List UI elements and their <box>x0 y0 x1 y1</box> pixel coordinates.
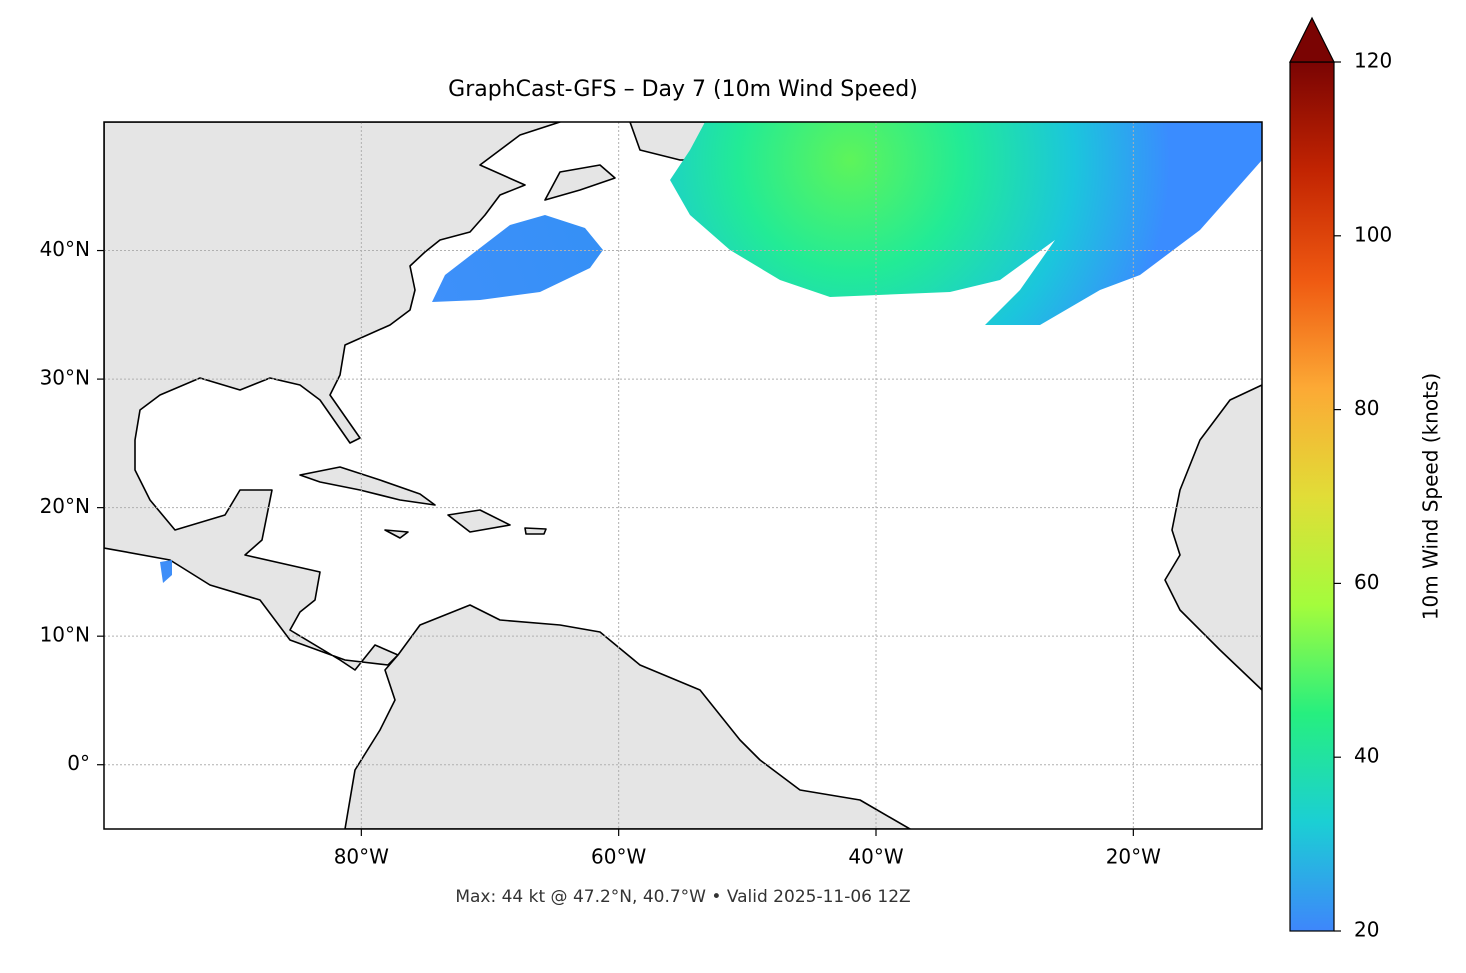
x-tick-label: 80°W <box>334 845 389 869</box>
x-tick-label: 60°W <box>591 845 646 869</box>
chart-title: GraphCast-GFS – Day 7 (10m Wind Speed) <box>448 77 918 102</box>
colorbar-tick-label: 100 <box>1354 222 1392 246</box>
y-tick-label: 30°N <box>40 366 90 390</box>
wind-field <box>432 215 603 302</box>
y-tick-label: 20°N <box>40 494 90 518</box>
x-tick-label: 40°W <box>848 845 903 869</box>
colorbar-extend <box>1289 16 1335 63</box>
africa <box>1164 384 1262 691</box>
colorbar: 20 40 60 80 100 120 10m Wind Speed (knots) <box>1289 16 1443 942</box>
colorbar-tick-label: 40 <box>1354 744 1379 768</box>
y-tick-label: 0° <box>67 751 90 775</box>
annotation: Max: 44 kt @ 47.2°N, 40.7°W • Valid 2025… <box>455 887 910 907</box>
colorbar-tick-label: 120 <box>1354 49 1392 73</box>
colorbar-label: 10m Wind Speed (knots) <box>1419 373 1443 620</box>
y-tick-label: 10°N <box>40 623 90 647</box>
cuba <box>299 466 436 506</box>
jamaica <box>384 529 409 539</box>
axes-frame <box>103 121 1263 830</box>
puerto-rico <box>524 527 547 535</box>
colorbar-tick-label: 80 <box>1354 396 1379 420</box>
colorbar-tick-label: 60 <box>1354 570 1379 594</box>
north-america <box>104 122 561 671</box>
y-tick-label: 40°N <box>40 237 90 261</box>
nova-scotia <box>544 164 616 201</box>
hispaniola <box>447 509 511 533</box>
wind-field <box>670 122 1262 325</box>
x-tick-label: 20°W <box>1106 845 1161 869</box>
map-area <box>104 122 1262 829</box>
wind-field <box>160 560 172 583</box>
colorbar-tick-label: 20 <box>1354 918 1379 942</box>
south-america <box>344 604 911 829</box>
colorbar-scale <box>1289 61 1335 932</box>
grid <box>104 122 1262 829</box>
